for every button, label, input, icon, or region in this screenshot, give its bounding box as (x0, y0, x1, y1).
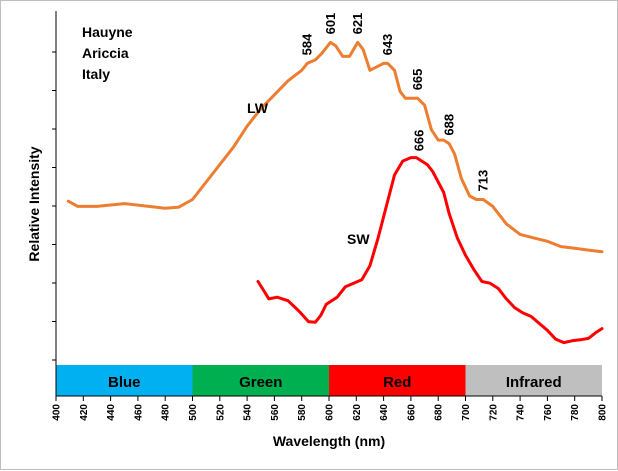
x-tick-label: 700 (461, 404, 472, 421)
x-tick-label: 780 (570, 404, 581, 421)
annotation-line: Hauyne (82, 24, 133, 40)
axes (55, 11, 602, 397)
color-bands: Blue Green Red Infrared (56, 365, 602, 396)
x-tick-label: 720 (488, 404, 499, 421)
series-label-sw: SW (347, 231, 370, 247)
x-tick-label: 680 (434, 404, 445, 421)
x-tick-label: 420 (79, 404, 90, 421)
band-blue (56, 365, 193, 396)
band-label: Infrared (506, 374, 562, 391)
peak-label: 601 (323, 13, 338, 35)
band-red (329, 365, 466, 396)
band-label: Red (383, 374, 411, 391)
y-axis-label: Relative Intensity (26, 146, 42, 261)
x-tick-label: 620 (352, 404, 363, 421)
y-ticks (52, 51, 56, 361)
band-infrared (465, 365, 602, 396)
peak-label: 643 (380, 34, 395, 56)
band-label: Green (239, 374, 282, 391)
annotation-line: Italy (82, 66, 110, 82)
x-tick-label: 560 (270, 404, 281, 421)
x-tick-label: 440 (106, 404, 117, 421)
x-tick-label: 660 (406, 404, 417, 421)
band-label: Blue (108, 374, 141, 391)
x-tick-label: 580 (297, 404, 308, 421)
x-tick-label: 800 (598, 404, 609, 421)
series-line-sw (256, 156, 604, 345)
peak-label: 621 (350, 13, 365, 35)
band-green (192, 365, 329, 396)
series-label-lw: LW (247, 100, 269, 116)
x-tick-label: 500 (188, 404, 199, 421)
peak-label: 688 (442, 114, 457, 136)
x-tick-label: 520 (215, 404, 226, 421)
x-tick-label: 760 (543, 404, 554, 421)
labels: Hauyne Ariccia Italy LW SW Wavelength (n… (26, 13, 491, 449)
x-tick-label: 600 (325, 404, 336, 421)
x-tick-label: 460 (133, 404, 144, 421)
annotation-line: Ariccia (82, 45, 129, 61)
x-axis-label: Wavelength (nm) (273, 433, 385, 449)
x-ticks: 400 420 440 460 480 500 520 540 560 580 600 620 640 6… (52, 396, 609, 421)
x-tick-label: 640 (379, 404, 390, 421)
series-line-lw (66, 40, 604, 254)
peak-label: 713 (476, 170, 491, 192)
x-tick-label: 400 (52, 404, 63, 421)
peak-label: 666 (412, 130, 427, 152)
peak-label: 584 (300, 33, 315, 55)
peak-label: 665 (410, 69, 425, 91)
x-tick-label: 540 (243, 404, 254, 421)
x-tick-label: 480 (161, 404, 172, 421)
x-tick-label: 740 (516, 404, 527, 421)
series (66, 40, 604, 345)
